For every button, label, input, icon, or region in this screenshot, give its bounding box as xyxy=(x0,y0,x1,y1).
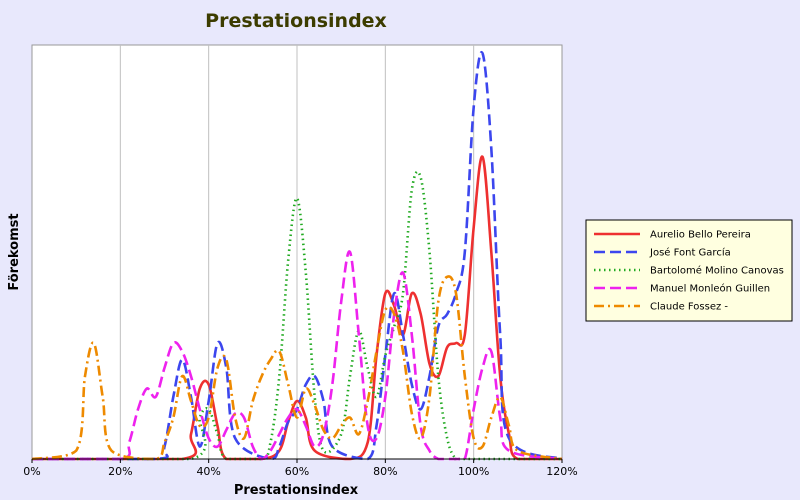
x-tick-label: 40% xyxy=(196,465,220,478)
legend-label: Aurelio Bello Pereira xyxy=(650,230,751,241)
legend-label: Bartolomé Molino Canovas xyxy=(650,265,784,277)
x-axis-title: Prestationsindex xyxy=(234,483,359,498)
x-tick-label: 20% xyxy=(108,465,132,478)
legend-label: José Font García xyxy=(649,247,731,259)
series-line-3 xyxy=(32,170,562,461)
series-line-2 xyxy=(32,50,563,461)
x-tick-label: 100% xyxy=(458,465,489,478)
x-tick-label: 120% xyxy=(546,465,577,478)
legend-label: Claude Fossez - xyxy=(650,302,728,313)
chart-title: Prestationsindex xyxy=(205,10,387,32)
y-axis-title: Förekomst xyxy=(7,213,22,290)
series-line-4 xyxy=(32,250,563,461)
x-ticks: 0% 20% 40% 60% 80% 100% 120% xyxy=(23,459,578,478)
series-line-5 xyxy=(31,275,563,461)
series-line-1 xyxy=(32,155,562,461)
x-tick-label: 0% xyxy=(23,465,40,478)
x-tick-label: 80% xyxy=(373,465,397,478)
legend-label: Manuel Monleón Guillen xyxy=(650,283,770,295)
series-layer xyxy=(31,50,563,461)
legend: Aurelio Bello Pereira José Font García Bar… xyxy=(585,219,793,322)
x-tick-label: 60% xyxy=(285,465,309,478)
